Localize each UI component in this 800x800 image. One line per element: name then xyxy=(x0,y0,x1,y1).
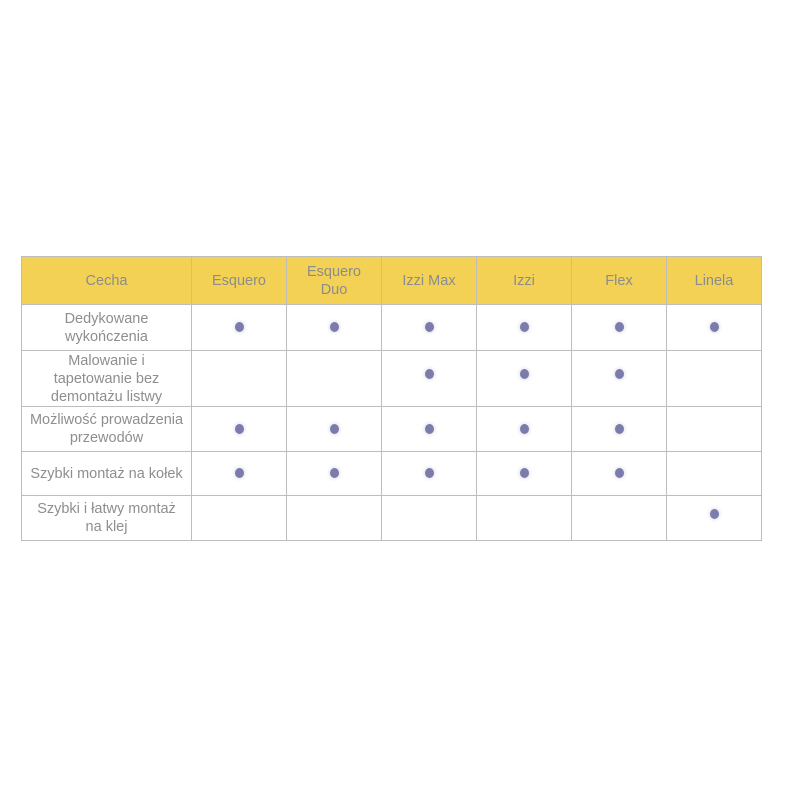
table-row: Szybki montaż na kołek xyxy=(21,451,762,496)
table-row: Możliwość prowadzenia przewodów xyxy=(21,406,762,452)
comparison-table-container: Cecha Esquero Esquero Duo Izzi Max Izzi xyxy=(21,256,762,541)
feature-line-2: wykończenia xyxy=(64,328,148,345)
table-body: Dedykowane wykończenia xyxy=(21,304,762,541)
mark-cell-dedykowane-izzi xyxy=(476,304,572,351)
mark-cell-klej-esquero xyxy=(191,495,287,541)
feature-line-1: Dedykowane xyxy=(64,310,149,327)
feature-line-1: Malowanie i xyxy=(68,352,145,369)
availability-dot-icon xyxy=(614,322,624,333)
availability-dot-icon xyxy=(519,369,529,380)
feature-label-mozliwosc-prowadzenia-przewodow: Możliwość prowadzenia przewodów xyxy=(21,406,192,452)
table-row: Szybki i łatwy montaż na klej xyxy=(21,495,762,541)
column-header-izzi-max: Izzi Max xyxy=(381,256,477,305)
mark-cell-malowanie-linela xyxy=(666,350,762,407)
availability-dot-icon xyxy=(234,423,244,434)
mark-cell-kolek-flex xyxy=(571,451,667,496)
mark-cell-kolek-linela xyxy=(666,451,762,496)
mark-cell-malowanie-izzi-max xyxy=(381,350,477,407)
mark-cell-kolek-izzi xyxy=(476,451,572,496)
feature-line-1: Szybki montaż na kołek xyxy=(30,465,183,482)
product-comparison-table: Cecha Esquero Esquero Duo Izzi Max Izzi xyxy=(21,256,762,541)
column-header-esquero-line-1: Esquero xyxy=(211,272,266,289)
availability-dot-icon xyxy=(329,322,339,333)
column-header-izzi: Izzi xyxy=(476,256,572,305)
feature-label-szybki-latwy-montaz-na-klej: Szybki i łatwy montaż na klej xyxy=(21,495,192,541)
column-header-izzi-line-1: Izzi xyxy=(513,272,535,289)
availability-dot-icon xyxy=(614,423,624,434)
availability-dot-icon xyxy=(234,468,244,479)
mark-cell-mozliwosc-linela xyxy=(666,406,762,452)
mark-cell-klej-izzi xyxy=(476,495,572,541)
feature-line-3: demontażu listwy xyxy=(50,388,163,405)
mark-cell-klej-izzi-max xyxy=(381,495,477,541)
feature-line-2: tapetowanie bez xyxy=(53,370,160,387)
mark-cell-malowanie-esquero-duo xyxy=(286,350,382,407)
availability-dot-icon xyxy=(519,468,529,479)
mark-cell-mozliwosc-flex xyxy=(571,406,667,452)
mark-cell-dedykowane-esquero xyxy=(191,304,287,351)
column-header-feature-line-1: Cecha xyxy=(85,272,128,289)
availability-dot-icon xyxy=(424,423,434,434)
column-header-linela-line-1: Linela xyxy=(694,272,734,289)
column-header-flex-line-1: Flex xyxy=(605,272,633,289)
availability-dot-icon xyxy=(424,369,434,380)
availability-dot-icon xyxy=(519,423,529,434)
mark-cell-malowanie-esquero xyxy=(191,350,287,407)
mark-cell-dedykowane-linela xyxy=(666,304,762,351)
table-row: Dedykowane wykończenia xyxy=(21,304,762,351)
column-header-flex: Flex xyxy=(571,256,667,305)
feature-label-dedykowane-wykonczenia: Dedykowane wykończenia xyxy=(21,304,192,351)
mark-cell-klej-esquero-duo xyxy=(286,495,382,541)
availability-dot-icon xyxy=(424,322,434,333)
mark-cell-dedykowane-esquero-duo xyxy=(286,304,382,351)
mark-cell-kolek-izzi-max xyxy=(381,451,477,496)
availability-dot-icon xyxy=(329,423,339,434)
mark-cell-mozliwosc-esquero xyxy=(191,406,287,452)
mark-cell-mozliwosc-izzi xyxy=(476,406,572,452)
column-header-feature: Cecha xyxy=(21,256,192,305)
column-header-esquero-duo-line-2: Duo xyxy=(320,281,348,298)
availability-dot-icon xyxy=(709,322,719,333)
feature-line-1: Możliwość prowadzenia xyxy=(29,412,184,428)
feature-label-malowanie-tapetowanie: Malowanie i tapetowanie bez demontażu li… xyxy=(21,350,192,407)
column-header-esquero-duo-line-1: Esquero xyxy=(306,263,361,280)
availability-dot-icon xyxy=(424,468,434,479)
mark-cell-klej-linela xyxy=(666,495,762,541)
feature-line-1: Szybki i łatwy montaż xyxy=(37,501,176,517)
feature-label-szybki-montaz-na-kolek: Szybki montaż na kołek xyxy=(21,451,192,496)
availability-dot-icon xyxy=(614,369,624,380)
mark-cell-dedykowane-izzi-max xyxy=(381,304,477,351)
header-row: Cecha Esquero Esquero Duo Izzi Max Izzi xyxy=(21,256,762,305)
mark-cell-malowanie-izzi xyxy=(476,350,572,407)
mark-cell-malowanie-flex xyxy=(571,350,667,407)
mark-cell-klej-flex xyxy=(571,495,667,541)
feature-line-2: na klej xyxy=(85,519,128,535)
availability-dot-icon xyxy=(614,468,624,479)
table-row: Malowanie i tapetowanie bez demontażu li… xyxy=(21,350,762,407)
table-header: Cecha Esquero Esquero Duo Izzi Max Izzi xyxy=(21,256,762,305)
mark-cell-kolek-esquero xyxy=(191,451,287,496)
availability-dot-icon xyxy=(519,322,529,333)
column-header-esquero: Esquero xyxy=(191,256,287,305)
mark-cell-dedykowane-flex xyxy=(571,304,667,351)
feature-line-2: przewodów xyxy=(69,430,144,446)
column-header-linela: Linela xyxy=(666,256,762,305)
mark-cell-mozliwosc-esquero-duo xyxy=(286,406,382,452)
availability-dot-icon xyxy=(709,508,719,519)
mark-cell-kolek-esquero-duo xyxy=(286,451,382,496)
mark-cell-mozliwosc-izzi-max xyxy=(381,406,477,452)
column-header-izzi-max-line-1: Izzi Max xyxy=(402,272,456,289)
availability-dot-icon xyxy=(234,322,244,333)
availability-dot-icon xyxy=(329,468,339,479)
column-header-esquero-duo: Esquero Duo xyxy=(286,256,382,305)
